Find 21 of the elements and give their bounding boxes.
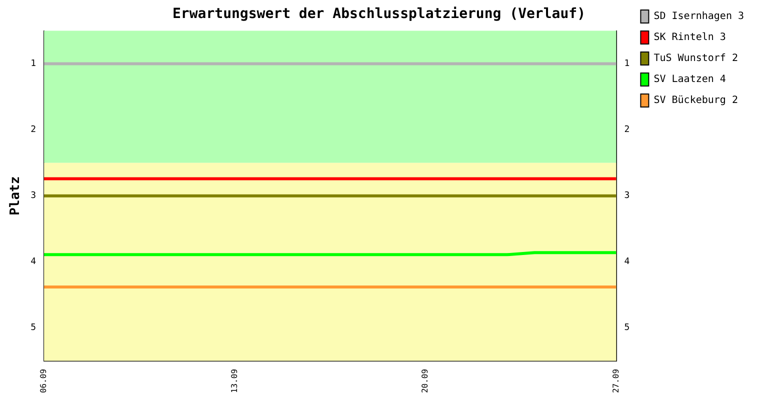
y2-tick-label: 4 (624, 257, 630, 268)
y-tick-label: 4 (30, 257, 36, 268)
x-tick-label: 13.09 (230, 368, 239, 394)
legend-label: SV Laatzen 4 (654, 74, 726, 86)
chart-title: Erwartungswert der Abschlussplatzierung (Verlauf) (172, 6, 586, 22)
x-tick-label: 06.09 (39, 368, 48, 394)
y2-tick-label: 3 (624, 191, 630, 202)
y2-tick-label: 1 (624, 59, 630, 70)
y-tick-label: 2 (30, 125, 36, 136)
y2-tick-label: 2 (624, 125, 630, 136)
y2-tick-label: 5 (624, 323, 630, 334)
y-tick-label: 3 (30, 191, 36, 202)
legend-label: SD Isernhagen 3 (654, 11, 744, 22)
legend-label: TuS Wunstorf 2 (654, 53, 738, 64)
y-tick-label: 5 (30, 323, 36, 334)
y-axis-title: Platz (8, 176, 24, 216)
legend-label: SK Rinteln 3 (654, 32, 726, 44)
y-tick-label: 1 (30, 59, 36, 70)
x-tick-label: 27.09 (611, 368, 620, 394)
x-tick-label: 20.09 (420, 368, 430, 394)
legend-label: SV Bückeburg 2 (654, 95, 738, 106)
